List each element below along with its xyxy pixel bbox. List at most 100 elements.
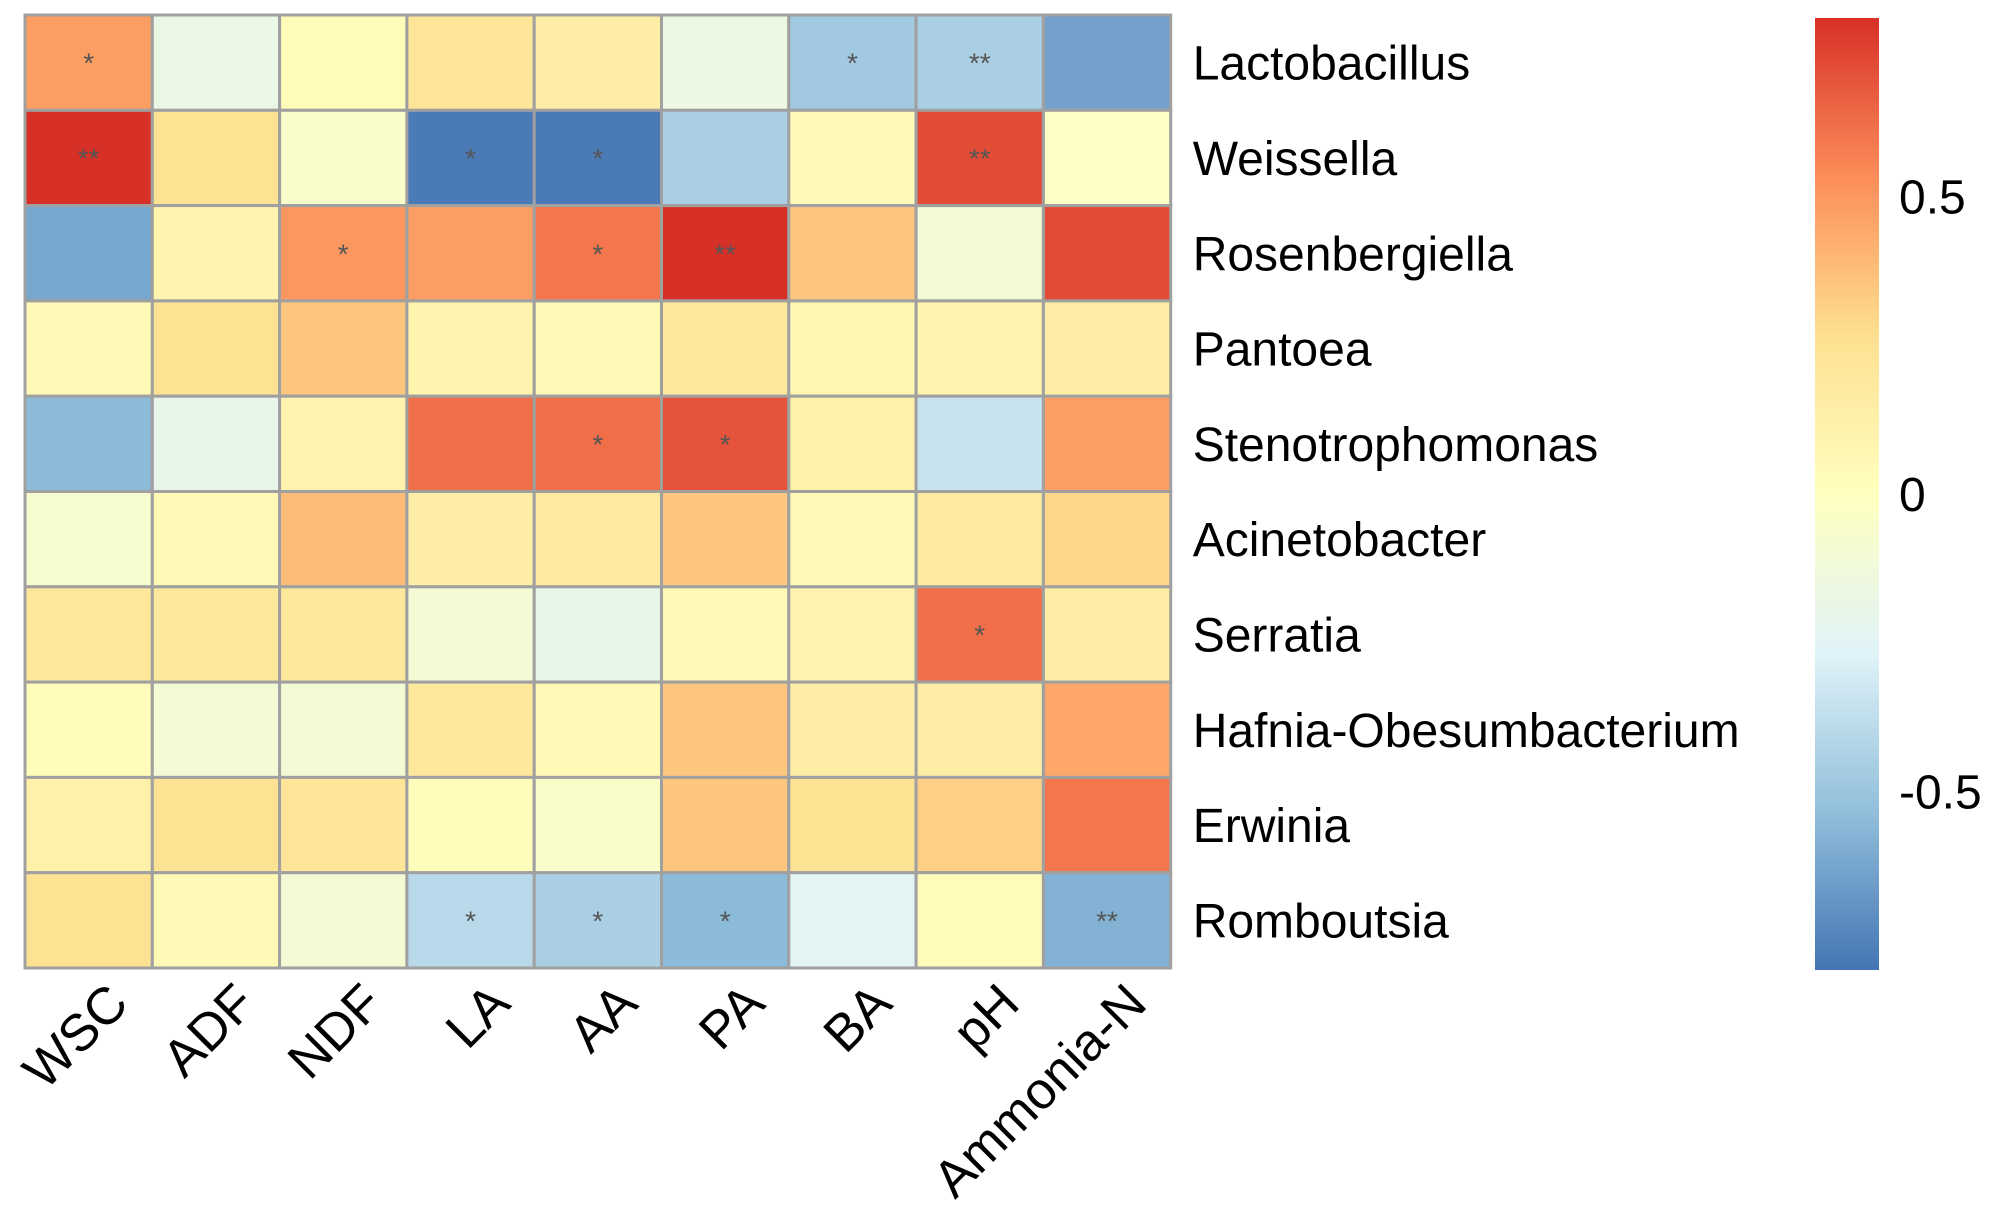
row-label: Lactobacillus <box>1193 38 1471 91</box>
heatmap-cell <box>787 490 918 589</box>
heatmap-cell <box>660 490 791 589</box>
heatmap-cell <box>1041 871 1173 970</box>
heatmap-cell <box>150 490 282 589</box>
row-label: Hafnia-Obesumbacterium <box>1193 705 1740 758</box>
significance-mark: * <box>592 238 603 269</box>
row-label: Stenotrophomonas <box>1193 419 1599 472</box>
heatmap-cell <box>1041 204 1173 303</box>
row-label: Rosenbergiella <box>1193 228 1514 281</box>
heatmap-cell <box>660 585 791 684</box>
heatmap-cell <box>1041 680 1173 779</box>
significance-mark: * <box>592 429 603 460</box>
heatmap-cell <box>23 680 154 779</box>
heatmap-cell <box>278 108 409 208</box>
significance-mark: ** <box>969 143 991 174</box>
heatmap-cell <box>405 204 536 303</box>
row-label: Weissella <box>1193 133 1398 186</box>
heatmap-cell <box>532 585 664 684</box>
column-label: ADF <box>152 973 267 1088</box>
column-label: NDF <box>277 973 394 1090</box>
heatmap-cell <box>787 299 918 398</box>
heatmap-cell <box>787 871 918 970</box>
heatmap-cell <box>914 204 1045 303</box>
heatmap-cell <box>787 108 918 208</box>
heatmap-cell <box>787 394 918 494</box>
heatmap-cell <box>532 13 664 112</box>
heatmap-cell <box>660 871 791 970</box>
heatmap-cell <box>23 775 154 875</box>
heatmap-cell <box>278 394 409 494</box>
significance-mark: * <box>720 905 731 936</box>
heatmap-cell <box>23 490 154 589</box>
heatmap-cell <box>405 394 536 494</box>
heatmap-cell <box>405 585 536 684</box>
heatmap-cell <box>23 394 154 494</box>
significance-mark: * <box>592 143 603 174</box>
significance-marks: * * **** * * *** * *** *** * * ** <box>78 48 1118 937</box>
heatmap-cell <box>914 108 1045 208</box>
row-label: Serratia <box>1193 609 1361 662</box>
heatmap-cell <box>787 585 918 684</box>
heatmap-cell <box>23 108 154 208</box>
heatmap-cell <box>278 775 409 875</box>
heatmap-cell <box>278 680 409 779</box>
heatmap-cell <box>660 108 791 208</box>
heatmap-cell <box>914 13 1045 112</box>
heatmap-cell <box>660 299 791 398</box>
heatmap-cell <box>532 871 664 970</box>
heatmap-cell <box>532 299 664 398</box>
heatmap-cell <box>405 775 536 875</box>
row-label: Acinetobacter <box>1193 514 1487 567</box>
row-label: Romboutsia <box>1193 895 1449 948</box>
heatmap-cell <box>660 775 791 875</box>
row-labels: Lactobacillus Weissella Rosenbergiella Pant… <box>1193 38 1740 949</box>
heatmap-cell <box>1041 775 1173 875</box>
significance-mark: * <box>974 619 985 650</box>
heatmap-cell <box>1041 299 1173 398</box>
heatmap-cell <box>23 204 154 303</box>
heatmap-cell <box>405 299 536 398</box>
heatmap-cell <box>914 490 1045 589</box>
significance-mark: * <box>465 143 476 174</box>
heatmap-cell <box>914 680 1045 779</box>
significance-mark: * <box>847 48 858 79</box>
heatmap-cell <box>405 13 536 112</box>
heatmap-cell <box>405 680 536 779</box>
heatmap-cell <box>150 13 282 112</box>
heatmap-cell <box>1041 13 1173 112</box>
heatmap-cell <box>660 680 791 779</box>
heatmap-cell <box>660 13 791 112</box>
heatmap-cell <box>23 585 154 684</box>
significance-mark: ** <box>1096 905 1118 936</box>
heatmap-cell <box>914 871 1045 970</box>
heatmap-cell <box>1041 490 1173 589</box>
column-label: AA <box>558 973 648 1063</box>
color-scale-bar <box>1815 18 1879 970</box>
column-label: WSC <box>12 973 139 1100</box>
significance-mark: * <box>592 905 603 936</box>
heatmap-cell <box>405 871 536 970</box>
color-scale-legend: 0.5 0 -0.5 <box>1815 18 1982 970</box>
heatmap-cell <box>532 680 664 779</box>
significance-mark: ** <box>78 143 100 174</box>
color-scale-tick-label: 0.5 <box>1899 172 1966 225</box>
color-scale-tick-label: 0 <box>1899 469 1926 522</box>
heatmap-cell <box>532 204 664 303</box>
heatmap-cell <box>787 775 918 875</box>
heatmap-cell <box>150 871 282 970</box>
heatmap-cell <box>278 204 409 303</box>
significance-mark: * <box>720 429 731 460</box>
heatmap-cell <box>1041 108 1173 208</box>
significance-mark: ** <box>714 238 736 269</box>
significance-mark: * <box>83 48 94 79</box>
heatmap-cell <box>150 108 282 208</box>
heatmap-cell <box>150 775 282 875</box>
heatmap-cell <box>150 299 282 398</box>
column-label: BA <box>813 973 903 1063</box>
heatmap-cell <box>787 204 918 303</box>
heatmap-cell <box>914 299 1045 398</box>
significance-mark: * <box>338 238 349 269</box>
heatmap-cell <box>914 394 1045 494</box>
